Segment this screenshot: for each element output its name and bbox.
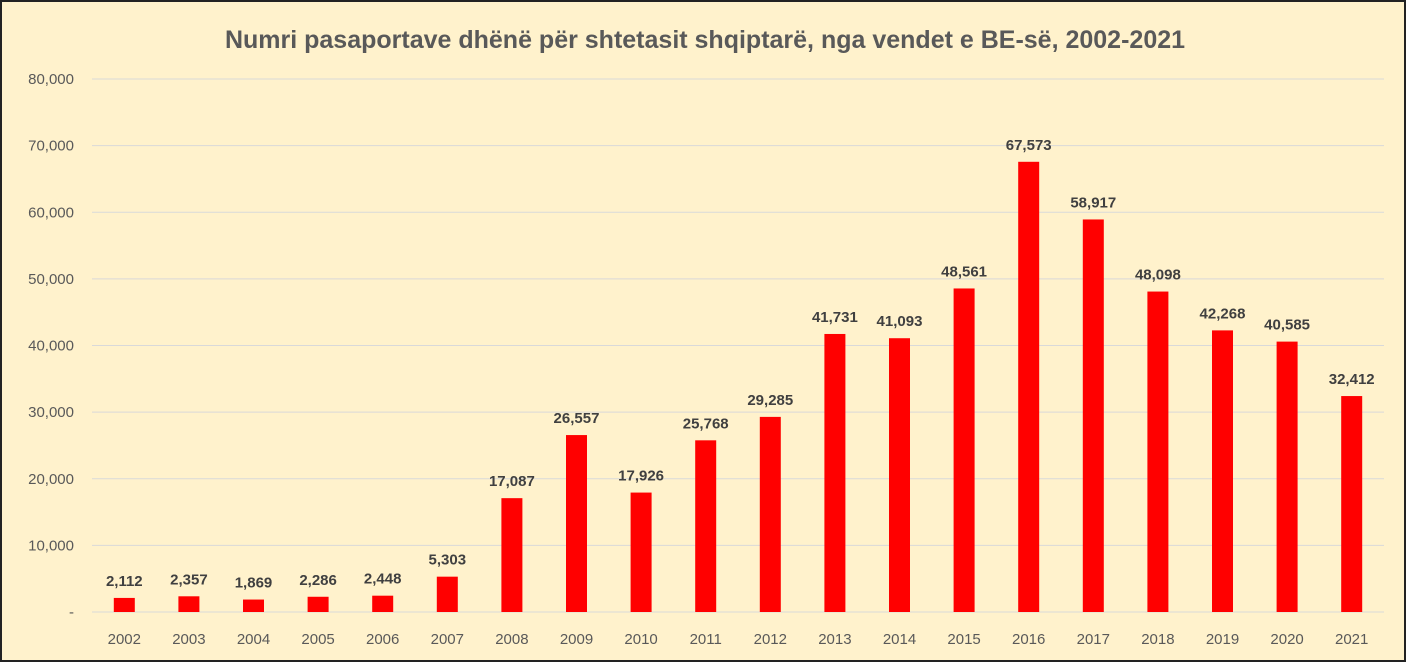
x-tick-label: 2016 — [1012, 631, 1045, 648]
data-label: 1,869 — [235, 575, 273, 592]
data-label: 29,285 — [747, 392, 793, 409]
bar — [372, 595, 394, 612]
data-label: 2,112 — [106, 573, 143, 590]
bar — [566, 435, 587, 612]
data-label: 26,557 — [554, 410, 600, 427]
bars — [113, 161, 1363, 612]
data-label: 41,731 — [812, 309, 858, 326]
data-label: 58,917 — [1070, 194, 1116, 211]
data-label: 32,412 — [1329, 371, 1375, 388]
data-label: 67,573 — [1006, 137, 1052, 154]
x-tick-label: 2017 — [1077, 631, 1110, 648]
y-tick-label: - — [69, 604, 74, 621]
x-tick-label: 2003 — [172, 631, 205, 648]
data-label: 2,448 — [364, 571, 402, 588]
y-tick-label: 70,000 — [28, 138, 74, 155]
data-label: 48,561 — [941, 263, 987, 280]
x-tick-label: 2006 — [366, 631, 399, 648]
x-tick-label: 2020 — [1270, 631, 1303, 648]
y-tick-label: 30,000 — [28, 404, 74, 421]
x-axis-ticks: 2002 2003 2004 2005 2006 2007 2008 2009 2010 2011… — [108, 631, 1369, 648]
x-tick-label: 2014 — [883, 631, 916, 648]
x-tick-label: 2005 — [301, 631, 334, 648]
bar — [1341, 396, 1363, 612]
data-label: 42,268 — [1200, 305, 1246, 322]
bar — [889, 338, 910, 612]
y-tick-label: 60,000 — [28, 204, 74, 221]
y-tick-label: 20,000 — [28, 471, 74, 488]
y-tick-label: 10,000 — [28, 537, 74, 554]
x-tick-label: 2015 — [947, 631, 980, 648]
data-label: 17,926 — [618, 468, 664, 485]
data-label: 48,098 — [1135, 267, 1181, 284]
bar — [243, 599, 264, 612]
x-tick-label: 2002 — [108, 631, 141, 648]
x-tick-label: 2009 — [560, 631, 593, 648]
y-tick-label: 40,000 — [28, 338, 74, 355]
data-label: 40,585 — [1264, 317, 1310, 334]
bar — [824, 333, 846, 612]
bar — [307, 596, 329, 612]
bar — [436, 576, 458, 612]
x-tick-label: 2012 — [754, 631, 787, 648]
bar — [953, 288, 975, 612]
data-labels: 2,112 2,357 1,869 2,286 2,448 5,303 17,087 26,5… — [106, 137, 1375, 592]
bar — [759, 416, 781, 612]
x-tick-label: 2013 — [818, 631, 851, 648]
y-tick-label: 50,000 — [28, 271, 74, 288]
y-tick-label: 80,000 — [28, 71, 74, 88]
x-tick-label: 2019 — [1206, 631, 1239, 648]
x-tick-label: 2007 — [431, 631, 464, 648]
data-label: 5,303 — [429, 552, 467, 569]
data-label: 2,286 — [299, 572, 337, 589]
bar — [1082, 219, 1104, 612]
bar — [1276, 341, 1298, 612]
x-tick-label: 2018 — [1141, 631, 1174, 648]
x-tick-label: 2004 — [237, 631, 270, 648]
bar — [695, 440, 717, 612]
x-tick-label: 2008 — [495, 631, 528, 648]
bar — [1212, 330, 1233, 612]
x-tick-label: 2010 — [624, 631, 657, 648]
bar — [178, 596, 200, 612]
data-label: 17,087 — [489, 473, 535, 490]
chart-title: Numri pasaportave dhënë për shtetasit sh… — [225, 26, 1185, 54]
x-tick-label: 2011 — [690, 631, 722, 648]
x-tick-label: 2021 — [1335, 631, 1368, 648]
bar — [501, 498, 523, 612]
data-label: 2,357 — [170, 571, 208, 588]
bar — [1147, 291, 1169, 612]
bar — [113, 597, 135, 612]
gridlines — [92, 78, 1384, 613]
bar — [1018, 161, 1040, 612]
y-axis-ticks: - 10,000 20,000 30,000 40,000 50,000 60,000 70,… — [28, 71, 74, 621]
data-label: 41,093 — [877, 313, 923, 330]
bar — [630, 492, 652, 612]
data-label: 25,768 — [683, 415, 729, 432]
